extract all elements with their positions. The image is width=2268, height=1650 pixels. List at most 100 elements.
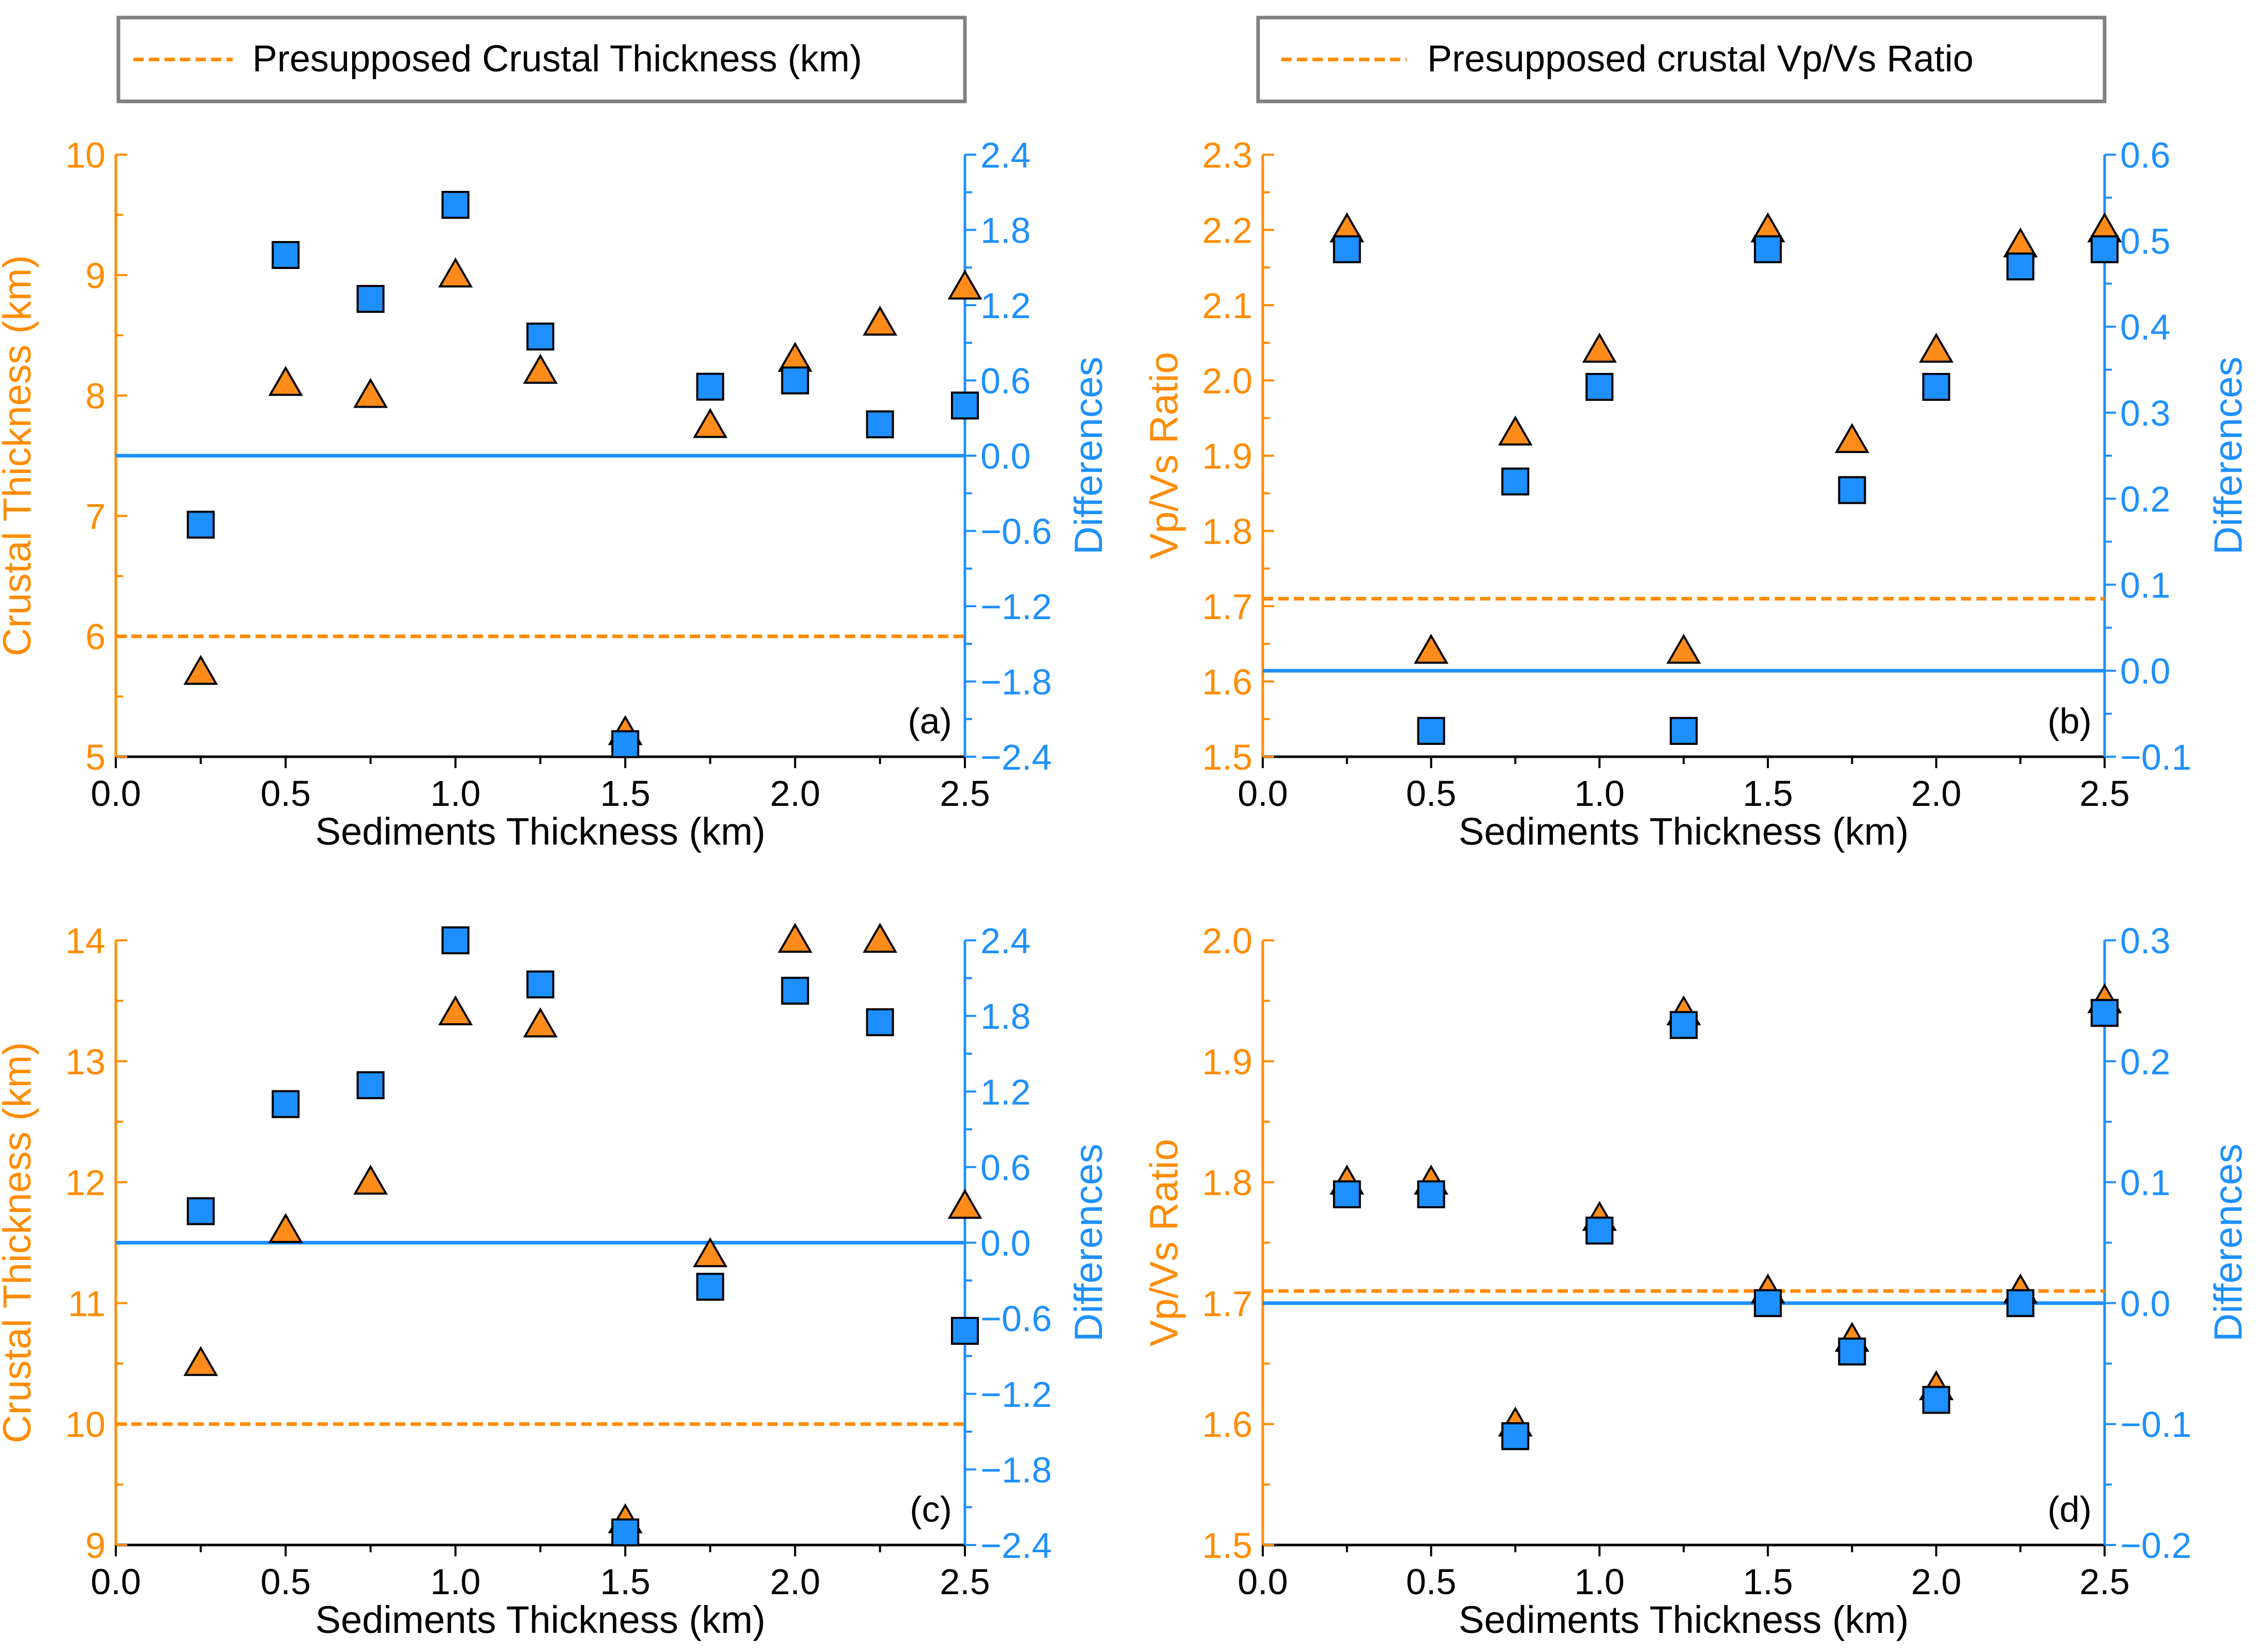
- y2-tick-label: 0.1: [2120, 565, 2170, 605]
- y-tick-label: 1.5: [1202, 737, 1252, 777]
- y2-tick-label: 0.2: [2120, 479, 2170, 519]
- triangle-point: [1918, 333, 1954, 363]
- y-tick-label: 2.1: [1202, 286, 1252, 326]
- triangle-point: [268, 1213, 303, 1243]
- y2-tick-label: 1.8: [980, 211, 1031, 251]
- square-point: [2006, 252, 2035, 281]
- square-point: [526, 970, 554, 999]
- square-point: [781, 366, 809, 395]
- x-tick-label: 1.0: [430, 1562, 480, 1602]
- y2-tick-label: 0.4: [2120, 307, 2170, 348]
- y2-tick-label: −0.2: [2120, 1525, 2191, 1566]
- x-axis-label: Sediments Thickness (km): [1459, 1598, 1909, 1641]
- x-tick-label: 2.5: [940, 773, 990, 814]
- y2-tick-label: 2.4: [980, 135, 1031, 175]
- y-tick-label: 14: [65, 921, 105, 961]
- legend-crustal-thickness: Presupposed Crustal Thickness (km): [116, 16, 967, 103]
- y-tick-label: 1.9: [1202, 436, 1252, 476]
- y2-tick-label: −1.8: [980, 662, 1052, 702]
- triangle-point: [692, 408, 728, 438]
- square-point: [441, 191, 470, 219]
- y2-tick-label: 0.0: [2120, 1283, 2170, 1324]
- chart-panel-a: 0.0 0.5 1.0 1.5 2.0 2.5 Sediments Thickness (k…: [0, 135, 1111, 853]
- y2-tick-label: 0.6: [980, 1147, 1031, 1188]
- square-point: [1838, 476, 1866, 504]
- triangle-point: [1498, 415, 1533, 446]
- square-point: [441, 926, 470, 954]
- y-tick-label: 13: [65, 1042, 105, 1082]
- y2-axis-label: Differences: [1067, 356, 1111, 554]
- x-tick-label: 0.5: [261, 1562, 311, 1602]
- y-tick-label: 1.6: [1202, 1404, 1252, 1445]
- y2-tick-label: −2.4: [980, 1525, 1052, 1566]
- chart-panel-d: 0.0 0.5 1.0 1.5 2.0 2.5 Sediments Thickness (k…: [1142, 921, 2250, 1641]
- triangle-point: [692, 1237, 728, 1267]
- x-axis-label: Sediments Thickness (km): [315, 810, 765, 853]
- y2-tick-label: −1.8: [980, 1450, 1052, 1490]
- square-point: [1333, 1180, 1361, 1208]
- triangle-point: [863, 305, 898, 336]
- square-point: [611, 730, 640, 758]
- y-axis-label: Crustal Thickness (km): [0, 255, 39, 656]
- y2-tick-label: 0.6: [980, 361, 1031, 401]
- x-tick-label: 1.0: [430, 773, 480, 814]
- square-point: [356, 284, 385, 313]
- x-tick-label: 1.5: [1743, 1562, 1793, 1602]
- panel-label: (b): [2047, 701, 2092, 741]
- square-point: [866, 410, 894, 439]
- y-tick-label: 1.8: [1202, 512, 1252, 552]
- y2-tick-label: 0.0: [2120, 651, 2170, 692]
- x-tick-label: 0.5: [1406, 1562, 1456, 1602]
- y-tick-label: 5: [85, 737, 105, 777]
- triangle-point: [183, 1346, 218, 1376]
- triangle-point: [947, 269, 982, 300]
- square-point: [1417, 1180, 1445, 1208]
- x-tick-label: 2.0: [770, 773, 820, 814]
- square-point: [611, 1518, 640, 1547]
- y-tick-label: 11: [68, 1283, 105, 1324]
- y-tick-label: 1.9: [1202, 1042, 1252, 1082]
- triangle-point: [1582, 333, 1617, 363]
- y2-axis-label: Differences: [1067, 1144, 1111, 1342]
- panel-label: (a): [908, 701, 952, 741]
- y-axis-label: Vp/Vs Ratio: [1142, 1139, 1186, 1346]
- square-point: [2006, 1289, 2035, 1317]
- chart-panel-b: 0.0 0.5 1.0 1.5 2.0 2.5 Sediments Thickness (k…: [1142, 135, 2250, 853]
- x-tick-label: 0.0: [1237, 1562, 1288, 1602]
- x-axis-label: Sediments Thickness (km): [315, 1598, 765, 1641]
- y-axis-label: Vp/Vs Ratio: [1142, 352, 1186, 559]
- square-point: [1753, 235, 1782, 263]
- square-point: [2091, 999, 2119, 1027]
- y-tick-label: 2.3: [1202, 135, 1252, 175]
- y-tick-label: 1.7: [1202, 587, 1252, 627]
- triangle-point: [1835, 423, 1870, 453]
- square-point: [1838, 1337, 1866, 1366]
- y-tick-label: 10: [65, 1404, 105, 1445]
- square-point: [1501, 1422, 1530, 1450]
- y2-axis-label: Differences: [2206, 1144, 2250, 1342]
- panel-label: (c): [910, 1489, 952, 1529]
- triangle-point: [523, 1007, 558, 1038]
- x-tick-label: 0.5: [1406, 773, 1456, 814]
- square-point: [951, 1316, 979, 1345]
- square-point: [696, 1272, 724, 1301]
- y-tick-label: 9: [85, 256, 105, 296]
- legend-label: Presupposed crustal Vp/Vs Ratio: [1427, 38, 1974, 80]
- square-point: [1922, 372, 1951, 401]
- square-point: [187, 1197, 215, 1225]
- x-tick-label: 2.5: [2079, 1562, 2129, 1602]
- triangle-point: [1666, 634, 1701, 664]
- y2-tick-label: 1.8: [980, 996, 1031, 1037]
- y2-tick-label: −0.1: [2120, 737, 2191, 777]
- y-tick-label: 2.0: [1202, 361, 1252, 401]
- square-point: [1753, 1289, 1782, 1317]
- y2-tick-label: −1.2: [980, 587, 1052, 627]
- y2-tick-label: −1.2: [980, 1374, 1052, 1415]
- square-point: [187, 511, 215, 539]
- y2-tick-label: 1.2: [980, 286, 1031, 326]
- square-point: [271, 1090, 300, 1118]
- x-tick-label: 2.0: [1911, 1562, 1961, 1602]
- triangle-point: [523, 354, 558, 384]
- y-tick-label: 1.7: [1202, 1283, 1252, 1324]
- square-point: [951, 392, 979, 419]
